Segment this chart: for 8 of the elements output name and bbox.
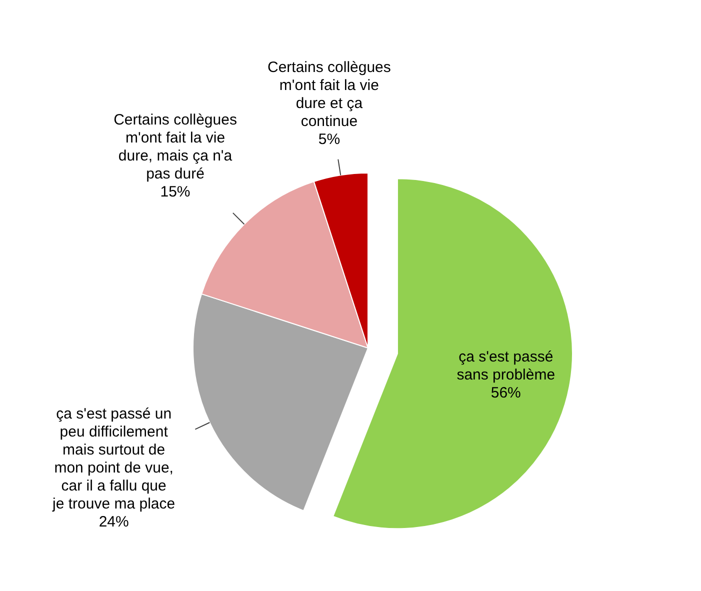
data-label: 15% <box>160 183 190 200</box>
slice-label: ça s'est passé sans problème <box>456 348 556 384</box>
data-label: 24% <box>98 514 129 531</box>
data-label: 56% <box>490 384 521 402</box>
slice-label: Certains collègues m'ont fait la vie dure, mais ça n'a pas duré <box>114 111 237 182</box>
data-label: 5% <box>318 131 340 148</box>
slice-label: Certains collègues m'ont fait la vie dure et ça continue <box>268 59 391 130</box>
slice-label: ça s'est passé un peu difficilement mais surtout de mon point de vue, car il a fallu que je trouve ma place <box>52 406 176 513</box>
